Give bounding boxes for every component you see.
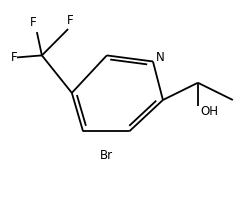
Text: F: F bbox=[11, 51, 18, 64]
Text: N: N bbox=[155, 51, 164, 64]
Text: Br: Br bbox=[100, 149, 113, 162]
Text: OH: OH bbox=[200, 105, 218, 118]
Text: F: F bbox=[30, 16, 36, 29]
Text: F: F bbox=[66, 14, 73, 27]
